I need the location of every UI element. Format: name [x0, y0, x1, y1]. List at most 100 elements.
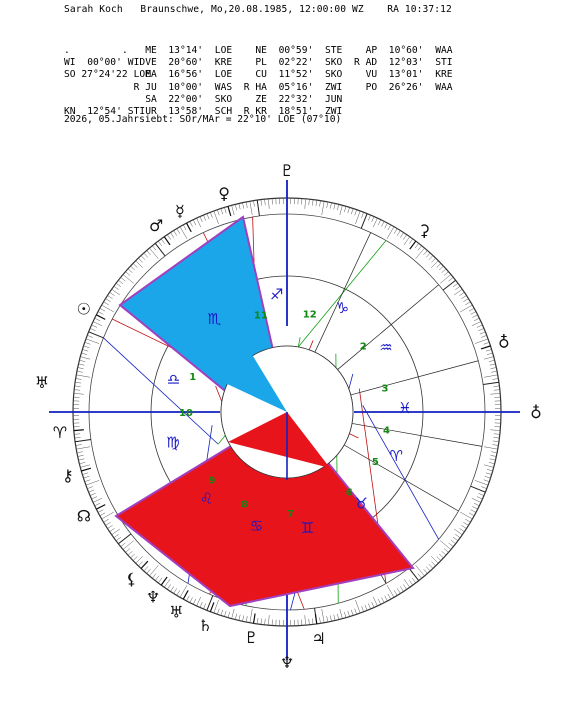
- planet-marker: [160, 576, 168, 586]
- sign-boundary: [483, 381, 499, 385]
- degree-tick: [125, 271, 131, 276]
- blue-sector-tip: [225, 343, 287, 412]
- degree-tick: [403, 234, 407, 240]
- degree-tick: [441, 550, 447, 556]
- degree-tick: [330, 615, 332, 622]
- degree-tick: [330, 202, 332, 209]
- table-cell: JUN: [325, 93, 343, 105]
- degree-tick: [138, 257, 143, 263]
- degree-tick: [486, 352, 493, 355]
- sign-glyph: ♌: [200, 489, 213, 507]
- degree-tick: [471, 321, 482, 327]
- degree-tick: [443, 548, 449, 553]
- degree-tick: [425, 566, 431, 572]
- table-cell: WAA: [435, 81, 453, 93]
- degree-tick: [77, 455, 84, 457]
- red-sector-tip: [228, 412, 330, 468]
- degree-tick: [417, 245, 422, 251]
- degree-tick: [249, 608, 253, 623]
- degree-tick: [438, 553, 444, 559]
- sign-glyph: ♑: [336, 299, 349, 317]
- table-cell: ZWI: [325, 106, 343, 117]
- degree-tick: [354, 608, 357, 615]
- planet-glyph: ⚳: [418, 221, 430, 240]
- degree-tick: [312, 199, 314, 206]
- degree-tick: [260, 199, 262, 206]
- degree-tick: [304, 198, 306, 209]
- degree-tick: [443, 271, 449, 276]
- table-cell: AP: [365, 45, 378, 56]
- degree-tick: [152, 573, 157, 579]
- table-cell: SA: [145, 93, 157, 105]
- degree-tick: [268, 198, 270, 209]
- degree-tick: [491, 370, 498, 373]
- degree-tick: [371, 216, 375, 223]
- degree-tick: [120, 277, 126, 282]
- degree-tick: [213, 599, 219, 614]
- table-cell: R: [243, 81, 250, 93]
- degree-tick: [411, 577, 416, 584]
- aspect-line: [103, 337, 219, 445]
- degree-tick: [384, 595, 388, 602]
- sign-boundary: [360, 213, 368, 229]
- degree-tick: [127, 268, 133, 274]
- degree-tick: [490, 393, 501, 395]
- house-cusp: [343, 444, 459, 512]
- degree-tick: [186, 595, 190, 602]
- table-cell: VE: [145, 57, 157, 69]
- degree-tick: [146, 250, 151, 256]
- degree-tick: [113, 286, 119, 290]
- table-cell: KR: [255, 106, 267, 117]
- table-cell: SKO: [325, 57, 343, 69]
- planet-marker: [314, 613, 318, 625]
- degree-tick: [91, 496, 98, 500]
- degree-tick: [355, 599, 361, 614]
- degree-tick: [122, 274, 134, 284]
- table-cell: UR: [145, 106, 157, 117]
- sign-glyph: ♏: [208, 310, 222, 328]
- degree-tick: [78, 458, 85, 461]
- degree-tick: [76, 370, 83, 373]
- degree-tick: [473, 502, 480, 507]
- planet-glyph: ⚷: [62, 466, 74, 485]
- degree-tick: [167, 584, 171, 590]
- person-name: Sarah Koch: [64, 4, 123, 15]
- degree-tick: [76, 451, 83, 454]
- degree-tick: [249, 201, 253, 216]
- table-cell: SKO: [325, 69, 343, 81]
- table-cell: 02°22': [278, 57, 314, 69]
- degree-tick: [321, 608, 325, 623]
- planet-marker: [96, 504, 106, 510]
- degree-tick: [135, 260, 143, 268]
- degree-tick: [339, 205, 343, 216]
- degree-tick: [371, 601, 375, 608]
- degree-tick: [483, 446, 498, 450]
- sign-boundary: [470, 485, 486, 493]
- table-cell: ZWI: [325, 81, 343, 93]
- degree-tick: [368, 214, 371, 221]
- planet-glyph: ⚸: [126, 570, 138, 589]
- sign-boundary: [75, 439, 91, 443]
- table-cell: KRE: [435, 69, 453, 81]
- table-cell: PO: [365, 81, 378, 93]
- degree-tick: [431, 561, 436, 567]
- degree-tick: [245, 201, 248, 208]
- degree-tick: [118, 280, 124, 285]
- degree-tick: [455, 286, 461, 290]
- house-cusp: [337, 284, 439, 370]
- degree-tick: [481, 335, 487, 338]
- degree-tick: [440, 274, 452, 284]
- degree-tick: [463, 522, 469, 526]
- planet-marker: [209, 602, 215, 613]
- degree-tick: [479, 331, 486, 335]
- degree-tick: [472, 314, 478, 318]
- degree-tick: [321, 201, 325, 216]
- degree-tick: [347, 207, 350, 214]
- degree-tick: [368, 603, 371, 610]
- degree-tick: [436, 556, 442, 561]
- degree-tick: [377, 219, 382, 226]
- table-cell: 10°00': [168, 81, 204, 93]
- degree-tick: [381, 597, 385, 603]
- degree-tick: [74, 437, 81, 439]
- table-cell: .: [122, 45, 128, 56]
